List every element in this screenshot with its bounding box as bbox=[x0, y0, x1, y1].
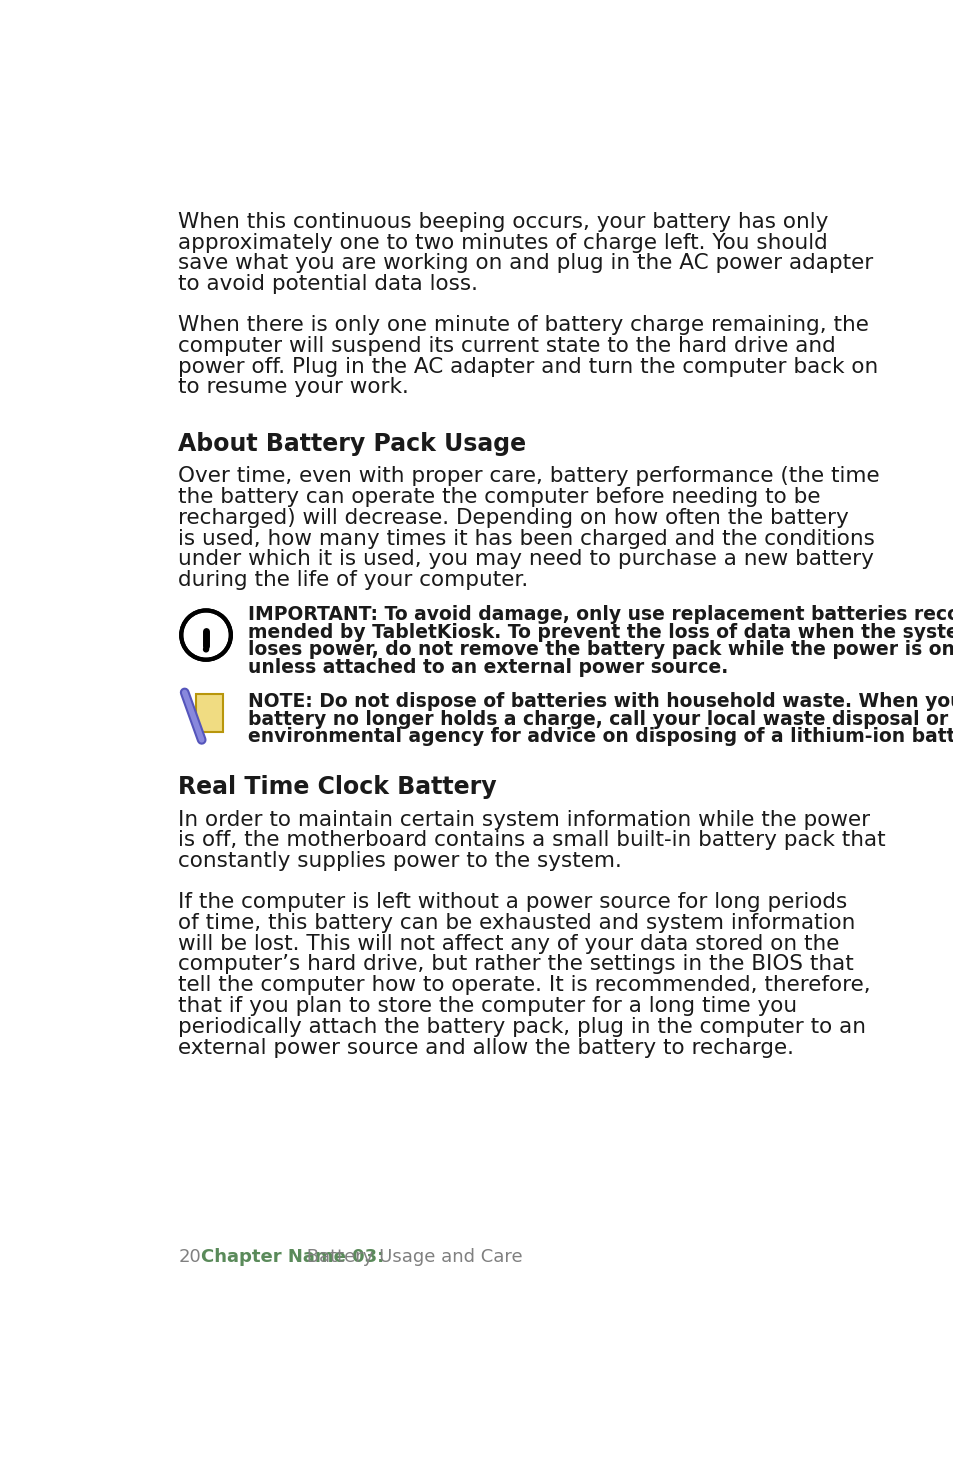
Text: to resume your work.: to resume your work. bbox=[178, 377, 409, 398]
Text: 20: 20 bbox=[178, 1249, 201, 1266]
Text: Real Time Clock Battery: Real Time Clock Battery bbox=[178, 775, 497, 800]
Text: constantly supplies power to the system.: constantly supplies power to the system. bbox=[178, 851, 621, 871]
Text: will be lost. This will not affect any of your data stored on the: will be lost. This will not affect any o… bbox=[178, 934, 839, 953]
Text: to avoid potential data loss.: to avoid potential data loss. bbox=[178, 274, 477, 294]
Text: external power source and allow the battery to recharge.: external power source and allow the batt… bbox=[178, 1037, 793, 1058]
Text: In order to maintain certain system information while the power: In order to maintain certain system info… bbox=[178, 810, 869, 829]
Text: is off, the motherboard contains a small built-in battery pack that: is off, the motherboard contains a small… bbox=[178, 830, 884, 851]
Text: IMPORTANT: To avoid damage, only use replacement batteries recom-: IMPORTANT: To avoid damage, only use rep… bbox=[248, 605, 953, 624]
Text: unless attached to an external power source.: unless attached to an external power sou… bbox=[248, 659, 727, 678]
Text: When there is only one minute of battery charge remaining, the: When there is only one minute of battery… bbox=[178, 315, 868, 335]
Text: the battery can operate the computer before needing to be: the battery can operate the computer bef… bbox=[178, 487, 820, 507]
Circle shape bbox=[182, 610, 230, 659]
Text: computer’s hard drive, but rather the settings in the BIOS that: computer’s hard drive, but rather the se… bbox=[178, 954, 853, 975]
Text: during the life of your computer.: during the life of your computer. bbox=[178, 570, 528, 590]
Text: tell the computer how to operate. It is recommended, therefore,: tell the computer how to operate. It is … bbox=[178, 975, 870, 995]
Text: of time, this battery can be exhausted and system information: of time, this battery can be exhausted a… bbox=[178, 912, 855, 932]
Text: mended by TabletKiosk. To prevent the loss of data when the system: mended by TabletKiosk. To prevent the lo… bbox=[248, 622, 953, 641]
Text: periodically attach the battery pack, plug in the computer to an: periodically attach the battery pack, pl… bbox=[178, 1017, 865, 1037]
Text: power off. Plug in the AC adapter and turn the computer back on: power off. Plug in the AC adapter and tu… bbox=[178, 357, 878, 376]
Text: Battery Usage and Care: Battery Usage and Care bbox=[300, 1249, 521, 1266]
Text: recharged) will decrease. Depending on how often the battery: recharged) will decrease. Depending on h… bbox=[178, 508, 848, 527]
Text: computer will suspend its current state to the hard drive and: computer will suspend its current state … bbox=[178, 335, 835, 356]
Text: NOTE: Do not dispose of batteries with household waste. When your: NOTE: Do not dispose of batteries with h… bbox=[248, 692, 953, 711]
Text: environmental agency for advice on disposing of a lithium-ion battery.: environmental agency for advice on dispo… bbox=[248, 727, 953, 746]
FancyBboxPatch shape bbox=[195, 694, 223, 733]
Text: that if you plan to store the computer for a long time you: that if you plan to store the computer f… bbox=[178, 997, 797, 1016]
Text: under which it is used, you may need to purchase a new battery: under which it is used, you may need to … bbox=[178, 549, 873, 570]
Text: save what you are working on and plug in the AC power adapter: save what you are working on and plug in… bbox=[178, 254, 873, 274]
Text: When this continuous beeping occurs, your battery has only: When this continuous beeping occurs, you… bbox=[178, 211, 827, 232]
Text: is used, how many times it has been charged and the conditions: is used, how many times it has been char… bbox=[178, 529, 874, 549]
Text: loses power, do not remove the battery pack while the power is on: loses power, do not remove the battery p… bbox=[248, 641, 953, 660]
Text: Over time, even with proper care, battery performance (the time: Over time, even with proper care, batter… bbox=[178, 466, 879, 487]
Circle shape bbox=[203, 647, 209, 651]
Text: If the computer is left without a power source for long periods: If the computer is left without a power … bbox=[178, 892, 846, 912]
Text: Chapter Name 03:: Chapter Name 03: bbox=[201, 1249, 384, 1266]
Text: battery no longer holds a charge, call your local waste disposal or: battery no longer holds a charge, call y… bbox=[248, 710, 947, 728]
Text: About Battery Pack Usage: About Battery Pack Usage bbox=[178, 433, 526, 456]
Text: approximately one to two minutes of charge left. You should: approximately one to two minutes of char… bbox=[178, 233, 827, 252]
